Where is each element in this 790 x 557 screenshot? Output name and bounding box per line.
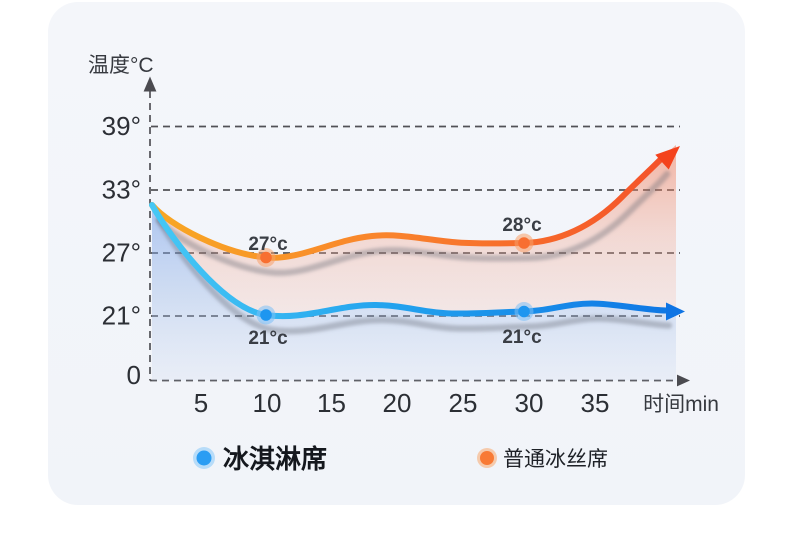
orange-line-arrow-icon [655, 146, 680, 170]
orange-point-10min [260, 251, 272, 264]
blue-area-fill [152, 205, 676, 381]
ytick-0: 0 [127, 360, 141, 390]
legend-label-ice-cream-mat: 冰淇淋席 [223, 444, 327, 474]
x-axis-title: 时间min [643, 393, 719, 416]
ytick-33: 33° [102, 175, 141, 205]
xtick-5: 5 [194, 388, 208, 418]
blue-point-label-30min: 21°c [502, 327, 542, 348]
legend: 冰淇淋席 普通冰丝席 [193, 444, 608, 474]
blue-line-arrow-icon [666, 302, 685, 321]
x-axis-arrow-icon [677, 374, 690, 387]
pink-area-fill [152, 145, 676, 317]
xtick-35: 35 [581, 388, 610, 418]
orange-point-label-30min: 28°c [502, 215, 542, 236]
legend-orange-dot-icon [480, 451, 494, 465]
curve-shadows [155, 170, 673, 335]
blue-series-line [149, 202, 669, 320]
y-axis-tick-labels: 39° 33° 27° 21° 0 [102, 111, 141, 390]
blue-curve-shadow [155, 216, 673, 335]
x-axis-tick-labels: 5 10 15 20 25 30 35 [194, 388, 610, 418]
legend-item-ice-cream-mat: 冰淇淋席 [193, 444, 327, 474]
ytick-39: 39° [102, 111, 141, 141]
xtick-20: 20 [383, 388, 412, 418]
orange-point-30min [518, 237, 530, 249]
legend-label-ordinary-mat: 普通冰丝席 [503, 448, 608, 471]
ytick-21: 21° [102, 301, 141, 331]
blue-point-10min [260, 309, 272, 321]
y-axis-title: 温度°C [88, 54, 154, 77]
xtick-10: 10 [253, 388, 282, 418]
xtick-15: 15 [317, 388, 346, 418]
blue-point-label-10min: 21°c [248, 328, 288, 349]
ytick-27: 27° [102, 238, 141, 268]
blue-point-30min [518, 305, 530, 318]
xtick-30: 30 [515, 388, 544, 418]
legend-blue-dot-icon [196, 450, 212, 466]
xtick-25: 25 [449, 388, 478, 418]
orange-point-label-10min: 27°c [248, 234, 288, 255]
y-axis-arrow-icon [143, 76, 157, 92]
data-point-markers [256, 233, 534, 325]
legend-item-ordinary-mat: 普通冰丝席 [477, 448, 608, 471]
orange-curve-shadow [155, 170, 671, 277]
